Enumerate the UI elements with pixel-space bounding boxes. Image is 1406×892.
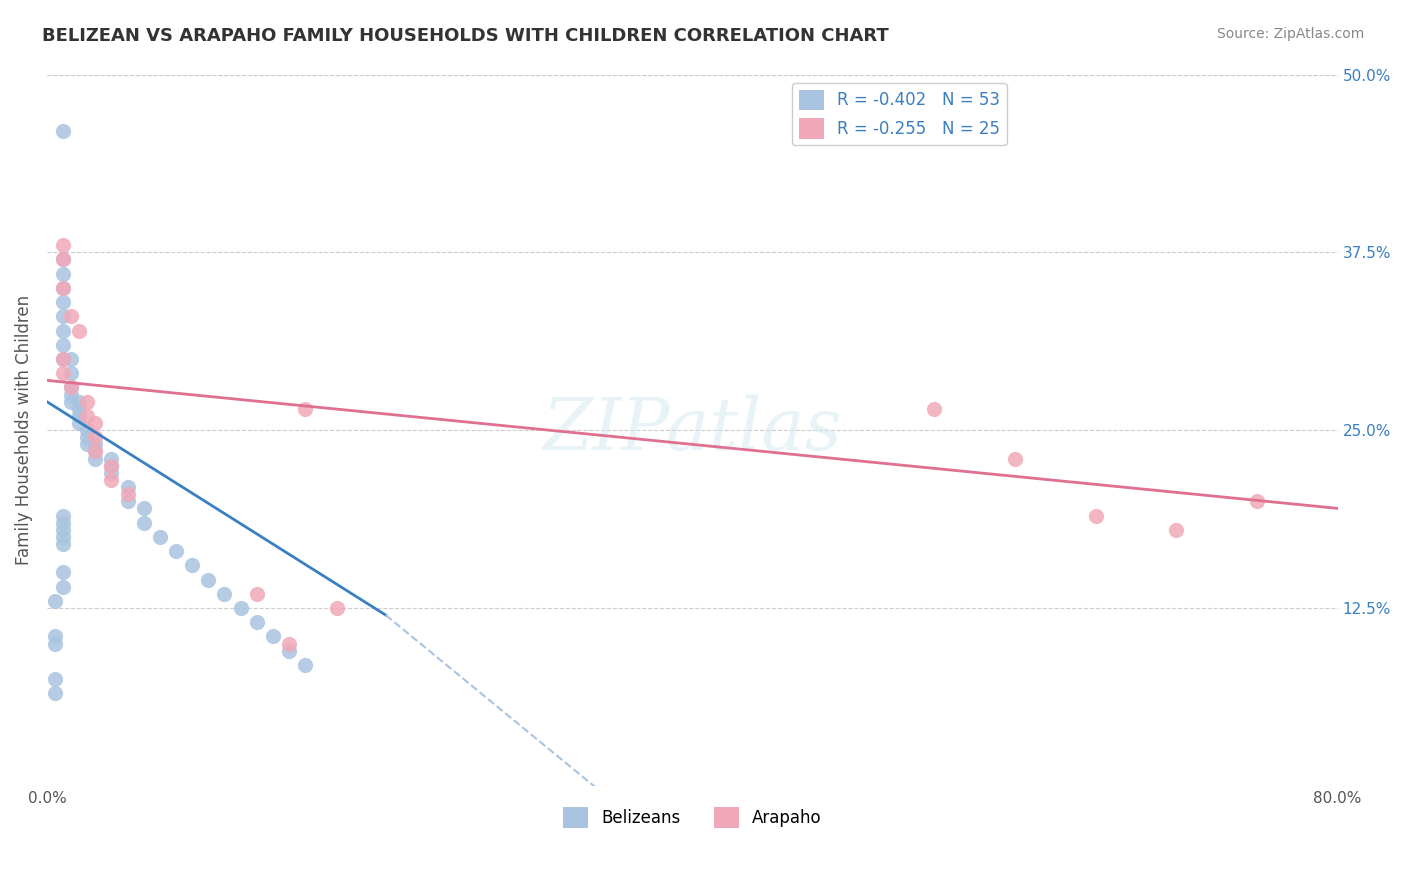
Point: [229, 601, 252, 615]
Point: [277, 643, 299, 657]
Point: [76, 394, 98, 409]
Point: [60, 380, 83, 394]
Point: [67, 416, 90, 430]
Point: [1166, 523, 1188, 537]
Point: [922, 401, 945, 416]
Text: Source: ZipAtlas.com: Source: ZipAtlas.com: [1216, 27, 1364, 41]
Point: [214, 587, 236, 601]
Point: [197, 573, 219, 587]
Point: [44, 636, 66, 650]
Point: [117, 480, 139, 494]
Point: [100, 458, 122, 473]
Point: [44, 629, 66, 643]
Point: [60, 387, 83, 401]
Point: [44, 686, 66, 700]
Point: [52, 580, 75, 594]
Point: [181, 558, 204, 573]
Point: [60, 366, 83, 380]
Point: [52, 281, 75, 295]
Point: [60, 394, 83, 409]
Point: [52, 338, 75, 352]
Point: [67, 324, 90, 338]
Point: [52, 530, 75, 544]
Point: [84, 444, 107, 458]
Point: [149, 530, 172, 544]
Point: [100, 458, 122, 473]
Point: [52, 566, 75, 580]
Point: [52, 238, 75, 252]
Point: [326, 601, 349, 615]
Point: [60, 310, 83, 324]
Point: [84, 437, 107, 451]
Point: [52, 124, 75, 138]
Point: [84, 444, 107, 458]
Point: [277, 636, 299, 650]
Point: [165, 544, 187, 558]
Point: [52, 310, 75, 324]
Point: [67, 409, 90, 423]
Point: [76, 423, 98, 437]
Point: [52, 295, 75, 310]
Point: [52, 324, 75, 338]
Point: [52, 267, 75, 281]
Point: [84, 451, 107, 466]
Point: [132, 501, 155, 516]
Point: [52, 516, 75, 530]
Point: [60, 380, 83, 394]
Point: [52, 351, 75, 366]
Point: [52, 508, 75, 523]
Y-axis label: Family Households with Children: Family Households with Children: [15, 295, 32, 566]
Point: [100, 451, 122, 466]
Point: [76, 409, 98, 423]
Point: [294, 657, 316, 672]
Point: [52, 252, 75, 267]
Point: [1084, 508, 1107, 523]
Point: [1004, 451, 1026, 466]
Text: BELIZEAN VS ARAPAHO FAMILY HOUSEHOLDS WITH CHILDREN CORRELATION CHART: BELIZEAN VS ARAPAHO FAMILY HOUSEHOLDS WI…: [42, 27, 889, 45]
Point: [117, 487, 139, 501]
Point: [117, 494, 139, 508]
Point: [76, 437, 98, 451]
Point: [294, 401, 316, 416]
Point: [84, 416, 107, 430]
Point: [67, 401, 90, 416]
Point: [67, 394, 90, 409]
Point: [52, 523, 75, 537]
Point: [52, 366, 75, 380]
Point: [76, 430, 98, 444]
Point: [246, 615, 269, 630]
Point: [52, 351, 75, 366]
Point: [52, 537, 75, 551]
Point: [52, 281, 75, 295]
Point: [44, 594, 66, 608]
Point: [44, 672, 66, 686]
Point: [1246, 494, 1268, 508]
Point: [262, 629, 284, 643]
Point: [52, 252, 75, 267]
Point: [84, 430, 107, 444]
Point: [246, 587, 269, 601]
Legend: Belizeans, Arapaho: Belizeans, Arapaho: [557, 801, 828, 834]
Point: [60, 351, 83, 366]
Point: [100, 466, 122, 480]
Point: [100, 473, 122, 487]
Text: ZIPatlas: ZIPatlas: [543, 395, 842, 466]
Point: [132, 516, 155, 530]
